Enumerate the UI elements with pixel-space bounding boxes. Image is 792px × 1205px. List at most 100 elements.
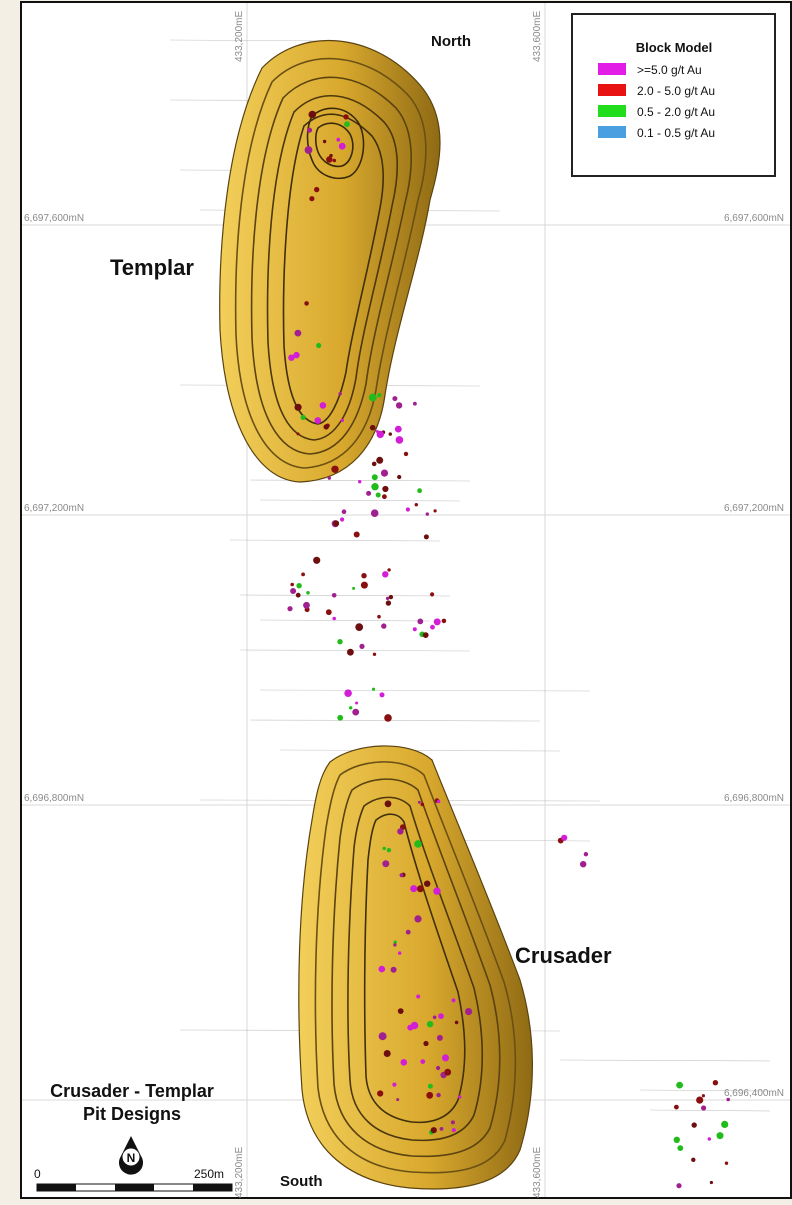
grade-block bbox=[371, 461, 377, 467]
grade-block bbox=[325, 609, 332, 616]
grade-block bbox=[388, 432, 392, 436]
grade-block bbox=[384, 800, 392, 808]
scale-start-label: 0 bbox=[34, 1167, 41, 1181]
grade-block bbox=[436, 1092, 441, 1098]
grade-block bbox=[303, 601, 310, 609]
grade-block bbox=[395, 402, 403, 409]
grade-block bbox=[676, 1183, 682, 1189]
grade-block bbox=[313, 556, 321, 564]
legend-item: 2.0 - 5.0 g/t Au bbox=[598, 84, 715, 98]
grade-block bbox=[436, 1065, 441, 1071]
grade-blocks bbox=[287, 110, 730, 1189]
grade-block bbox=[454, 1020, 459, 1025]
grade-block bbox=[306, 591, 310, 595]
grade-block bbox=[410, 885, 418, 893]
grade-block bbox=[384, 714, 392, 722]
legend-item: 0.5 - 2.0 g/t Au bbox=[598, 105, 715, 119]
grade-block bbox=[691, 1122, 697, 1128]
grade-block bbox=[361, 573, 367, 579]
grade-block bbox=[371, 474, 378, 481]
grade-block bbox=[295, 592, 301, 598]
grade-block bbox=[336, 137, 341, 142]
northing-label-1-left: 6,697,600mN bbox=[24, 213, 84, 224]
grade-block bbox=[376, 456, 384, 464]
grade-block bbox=[377, 393, 382, 398]
north-arrow-icon: N bbox=[119, 1136, 144, 1175]
scale-end-label: 250m bbox=[194, 1167, 224, 1181]
grade-block bbox=[360, 581, 368, 589]
scale-bar: 0 250m bbox=[34, 1167, 233, 1192]
legend-swatch bbox=[598, 63, 626, 75]
grade-block bbox=[414, 503, 418, 507]
grade-block bbox=[308, 110, 317, 119]
grade-block bbox=[377, 614, 381, 619]
grade-block bbox=[349, 706, 353, 710]
grade-block bbox=[309, 196, 315, 202]
grade-block bbox=[294, 329, 302, 337]
grade-block bbox=[417, 800, 421, 804]
northing-label-2-right: 6,697,200mN bbox=[724, 503, 784, 514]
grade-block bbox=[400, 1059, 408, 1066]
grade-block bbox=[397, 474, 402, 480]
grade-block bbox=[387, 568, 391, 572]
grade-block bbox=[417, 618, 424, 625]
easting-label-2-bottom: 433,600mE bbox=[532, 1147, 543, 1198]
grade-block bbox=[306, 127, 313, 133]
grade-block bbox=[340, 517, 345, 522]
grade-block bbox=[397, 828, 404, 835]
grade-block bbox=[433, 509, 437, 513]
grade-block bbox=[583, 852, 589, 857]
grade-block bbox=[386, 848, 392, 853]
grade-block bbox=[301, 572, 305, 577]
grade-block bbox=[353, 531, 360, 538]
crusader-pit bbox=[298, 745, 533, 1190]
grade-block bbox=[433, 618, 441, 626]
grade-block bbox=[430, 592, 435, 597]
grade-block bbox=[371, 687, 376, 691]
grade-block bbox=[413, 401, 417, 406]
legend: Block Model >=5.0 g/t Au 2.0 - 5.0 g/t A… bbox=[571, 13, 776, 177]
grade-block bbox=[375, 492, 381, 498]
grade-block bbox=[380, 469, 389, 477]
grade-block bbox=[721, 1120, 729, 1128]
northing-label-3-left: 6,696,800mN bbox=[24, 793, 84, 804]
grade-block bbox=[420, 1059, 426, 1064]
grade-block bbox=[673, 1136, 680, 1144]
northing-label-3-right: 6,696,800mN bbox=[724, 793, 784, 804]
grade-block bbox=[323, 424, 329, 430]
grade-block bbox=[369, 424, 376, 431]
legend-title: Block Model bbox=[636, 40, 713, 55]
grade-block bbox=[442, 1054, 449, 1062]
grade-block bbox=[340, 418, 344, 422]
grade-block bbox=[382, 860, 390, 868]
grade-block bbox=[352, 708, 360, 716]
north-label: North bbox=[431, 33, 471, 50]
map-title-line1: Crusader - Templar bbox=[50, 1081, 214, 1101]
grade-block bbox=[304, 146, 313, 154]
grade-block bbox=[451, 998, 456, 1003]
legend-label: 0.5 - 2.0 g/t Au bbox=[637, 105, 715, 119]
grade-block bbox=[359, 643, 365, 650]
legend-swatch bbox=[598, 105, 626, 117]
grade-block bbox=[296, 583, 302, 589]
grade-block bbox=[394, 425, 402, 433]
grade-block bbox=[355, 623, 364, 631]
grade-block bbox=[378, 965, 386, 973]
grade-block bbox=[399, 873, 404, 878]
legend-item: 0.1 - 0.5 g/t Au bbox=[598, 126, 715, 140]
grade-block bbox=[436, 1034, 443, 1041]
easting-label-2: 433,600mE bbox=[532, 11, 543, 62]
grade-block bbox=[287, 606, 293, 612]
easting-label-1-bottom: 433,200mE bbox=[234, 1147, 245, 1198]
grade-block bbox=[724, 1161, 729, 1165]
grade-block bbox=[674, 1104, 679, 1110]
grade-block bbox=[393, 940, 397, 944]
grade-block bbox=[412, 627, 417, 632]
grade-block bbox=[326, 156, 333, 163]
grade-block bbox=[426, 1091, 434, 1099]
grade-block bbox=[382, 571, 389, 578]
grade-block bbox=[426, 1020, 434, 1028]
grade-block bbox=[392, 396, 398, 402]
grade-block bbox=[344, 121, 350, 128]
grade-block bbox=[405, 929, 411, 935]
